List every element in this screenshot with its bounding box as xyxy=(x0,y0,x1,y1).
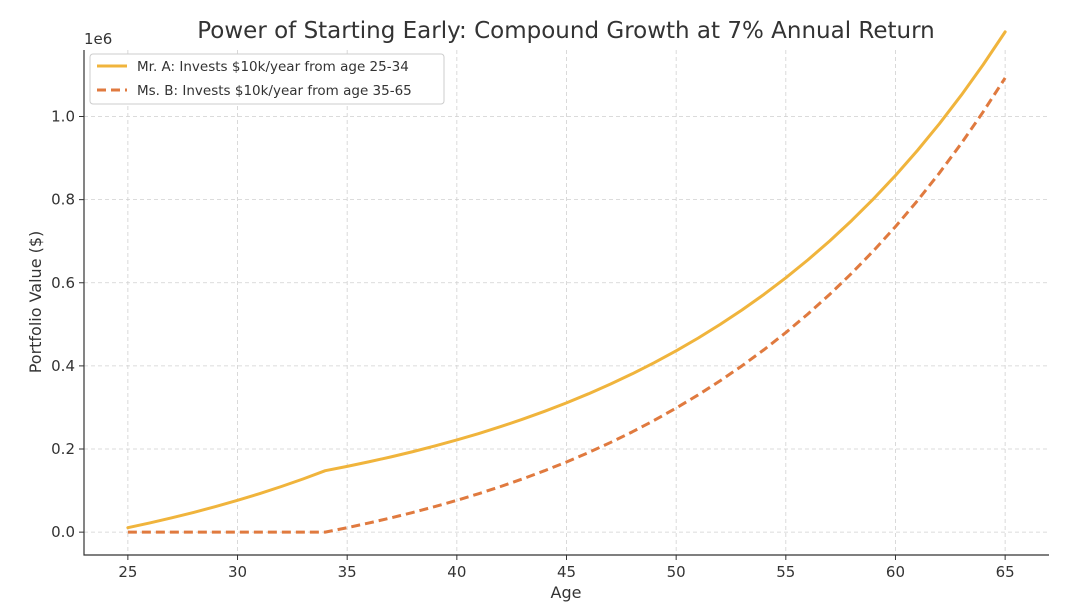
y-tick-label: 1.0 xyxy=(51,108,75,126)
x-tick-label: 25 xyxy=(118,563,137,581)
series-line-ms-b xyxy=(127,77,1007,534)
y-offset-label: 1e6 xyxy=(84,30,112,48)
axes: 25 30 35 40 45 50 55 60 65 0.0 0.2 0.4 0.6 0.8 1.0 xyxy=(51,50,1049,581)
x-tick-label: 45 xyxy=(557,563,576,581)
series-line-mr-a xyxy=(126,30,1007,530)
chart-title: Power of Starting Early: Compound Growth… xyxy=(197,18,935,44)
y-tick-label: 0.4 xyxy=(51,357,75,375)
series-group xyxy=(126,30,1007,534)
legend-label-ms-b: Ms. B: Invests $10k/year from age 35-65 xyxy=(137,83,412,99)
legend: Mr. A: Invests $10k/year from age 25-34 … xyxy=(89,53,445,105)
y-axis-label: Portfolio Value ($) xyxy=(26,231,45,374)
x-tick-label: 40 xyxy=(447,563,466,581)
x-tick-label: 55 xyxy=(776,563,795,581)
x-tick-label: 65 xyxy=(996,563,1015,581)
x-axis-label: Age xyxy=(551,583,582,602)
x-tick-label: 60 xyxy=(886,563,905,581)
legend-label-mr-a: Mr. A: Invests $10k/year from age 25-34 xyxy=(137,59,409,75)
y-tick-label: 0.8 xyxy=(51,191,75,209)
y-tick-label: 0.2 xyxy=(51,440,75,458)
y-tick-label: 0.0 xyxy=(51,523,75,541)
x-tick-label: 50 xyxy=(667,563,686,581)
x-tick-label: 35 xyxy=(338,563,357,581)
y-tick-label: 0.6 xyxy=(51,274,75,292)
x-tick-label: 30 xyxy=(228,563,247,581)
legend-box xyxy=(89,53,445,105)
series-layer xyxy=(126,30,1007,534)
axes-spine xyxy=(83,50,1049,556)
grid xyxy=(84,50,1049,555)
